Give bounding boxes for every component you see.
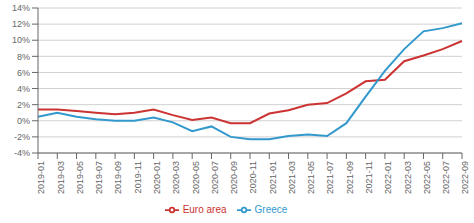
svg-text:2020-03: 2020-03 (171, 161, 181, 194)
svg-text:10%: 10% (12, 35, 30, 45)
svg-text:2020-05: 2020-05 (191, 161, 201, 194)
svg-text:2021-01: 2021-01 (268, 161, 278, 194)
svg-text:2022-09: 2022-09 (460, 161, 466, 194)
svg-text:2020-07: 2020-07 (210, 161, 220, 194)
svg-text:-4%: -4% (14, 148, 30, 158)
svg-text:2021-05: 2021-05 (306, 161, 316, 194)
svg-text:2020-09: 2020-09 (229, 161, 239, 194)
svg-text:2020-01: 2020-01 (152, 161, 162, 194)
svg-text:2022-05: 2022-05 (422, 161, 432, 194)
html-text:Euro area: Euro area (182, 203, 227, 215)
svg-text:2021-03: 2021-03 (287, 161, 297, 194)
svg-text:2019-01: 2019-01 (36, 161, 46, 194)
svg-text:2019-09: 2019-09 (113, 161, 123, 194)
svg-text:2019-05: 2019-05 (75, 161, 85, 194)
svg-text:2021-11: 2021-11 (364, 161, 374, 193)
svg-text:2019-07: 2019-07 (94, 161, 104, 194)
svg-text:2021-07: 2021-07 (325, 161, 335, 194)
svg-text:4%: 4% (17, 84, 30, 94)
svg-text:2019-03: 2019-03 (56, 161, 66, 194)
svg-text:8%: 8% (17, 52, 30, 62)
svg-text:2%: 2% (17, 100, 30, 110)
svg-text:14%: 14% (12, 3, 30, 13)
svg-text:6%: 6% (17, 68, 30, 78)
svg-text:0%: 0% (17, 116, 30, 126)
svg-text:2019-11: 2019-11 (133, 161, 143, 193)
svg-text:2021-09: 2021-09 (345, 161, 355, 194)
svg-text:12%: 12% (12, 19, 30, 29)
svg-text:-2%: -2% (14, 132, 30, 142)
svg-text:2020-11: 2020-11 (248, 161, 258, 193)
html-text:Greece: Greece (254, 203, 288, 215)
svg-text:2022-03: 2022-03 (403, 161, 413, 194)
svg-text:2022-07: 2022-07 (441, 161, 451, 194)
svg-text:2022-01: 2022-01 (383, 161, 393, 194)
